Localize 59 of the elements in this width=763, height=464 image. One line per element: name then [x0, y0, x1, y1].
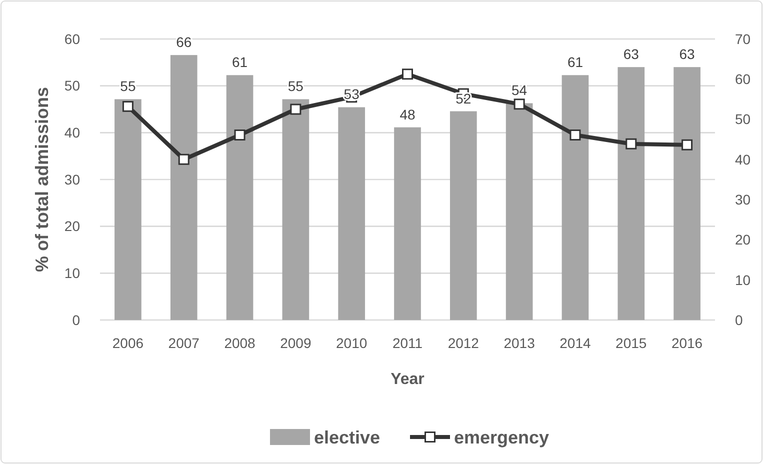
data-label: 55 [120, 78, 136, 94]
y-axis-title: % of total admissions [32, 86, 52, 272]
data-label: 66 [176, 34, 192, 50]
y-tick-label: 10 [64, 265, 80, 282]
x-tick-label: 2015 [616, 335, 647, 351]
point [234, 130, 246, 140]
point [570, 130, 581, 140]
y-tick-label: 60 [64, 30, 80, 47]
data-label: 48 [400, 106, 416, 122]
y2-tick-label: 40 [735, 151, 751, 168]
x-tick-label: 2012 [448, 335, 480, 351]
legend-label: elective [314, 427, 380, 448]
bar [618, 67, 645, 320]
bar [506, 103, 533, 320]
x-tick-label: 2011 [392, 335, 423, 351]
y2-tick-label: 30 [735, 191, 751, 208]
point [290, 104, 302, 115]
y2-tick-label: 0 [735, 312, 743, 328]
point [626, 138, 637, 150]
bar [170, 55, 198, 320]
x-tick-label: 2007 [168, 335, 200, 351]
bar [282, 99, 310, 320]
data-label: 63 [679, 46, 696, 62]
y-tick-label: 20 [64, 218, 80, 234]
legend-label: emergency [454, 427, 550, 448]
x-tick-label: 2008 [224, 335, 256, 351]
x-tick-label: 2014 [560, 335, 592, 351]
y2-tick-label: 10 [735, 272, 751, 288]
y2-tick-label: 70 [735, 30, 751, 47]
bar [674, 67, 700, 320]
y2-tick-label: 60 [735, 71, 751, 88]
point [682, 139, 693, 150]
point [402, 68, 413, 80]
point [514, 98, 525, 110]
x-tick-label: 2013 [504, 335, 536, 351]
data-label: 54 [512, 82, 528, 98]
data-label: 63 [623, 46, 640, 62]
y-tick-label: 0 [72, 312, 80, 328]
x-tick-label: 2009 [280, 335, 312, 351]
y2-tick-label: 20 [735, 232, 751, 248]
point [122, 100, 134, 112]
y-tick-label: 30 [64, 171, 80, 188]
data-label: 61 [567, 54, 584, 70]
bar [114, 99, 142, 320]
x-tick-label: 2006 [112, 335, 144, 351]
y-tick-label: 50 [64, 78, 80, 94]
data-label: 61 [232, 54, 248, 70]
x-axis-title: Year [390, 371, 424, 388]
y-tick-label: 40 [64, 124, 80, 141]
bar [562, 75, 589, 320]
bar [394, 127, 421, 320]
point [178, 154, 190, 165]
bar [450, 111, 477, 320]
y2-tick-label: 50 [735, 111, 751, 128]
x-tick-label: 2010 [336, 335, 368, 351]
data-label: 55 [288, 78, 304, 94]
x-tick-label: 2016 [671, 335, 703, 351]
bar [338, 107, 366, 320]
bar [226, 75, 254, 320]
